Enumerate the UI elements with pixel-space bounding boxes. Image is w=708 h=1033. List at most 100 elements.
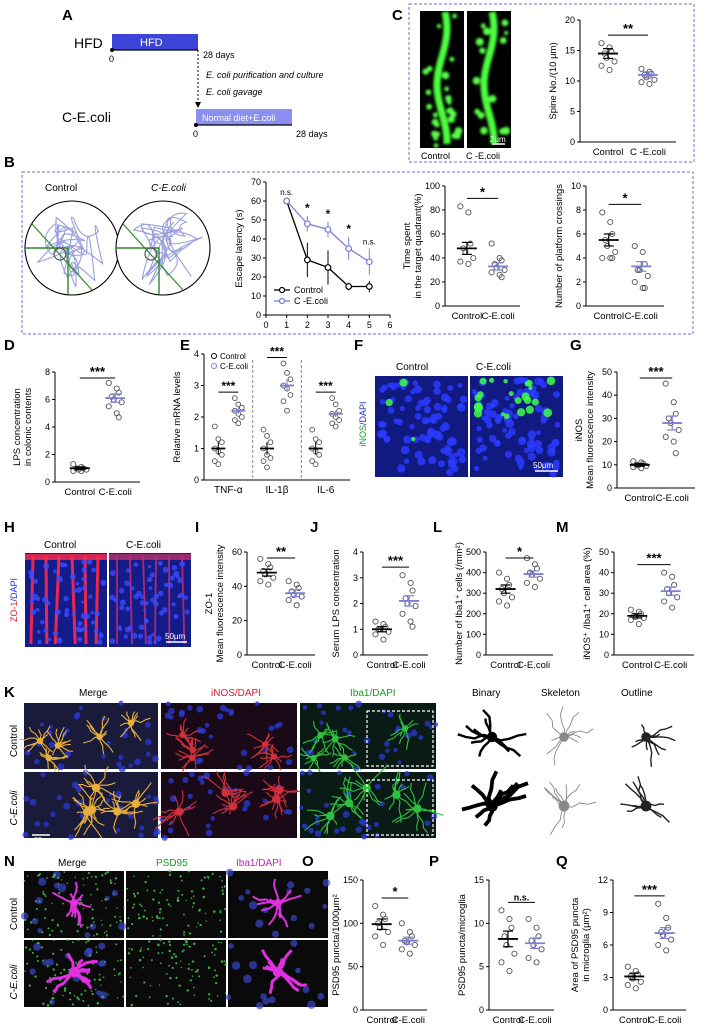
data-point [285, 578, 292, 585]
psd95-puncta [199, 908, 201, 911]
nucleus [383, 436, 390, 443]
psd95-puncta [148, 940, 151, 943]
psd95-puncta [213, 954, 216, 956]
nucleus [451, 465, 459, 473]
psd95-puncta [189, 945, 192, 948]
nucleus [179, 709, 186, 716]
inos-signal [503, 413, 510, 420]
y-tick-label: 20 [430, 277, 440, 287]
psd95-puncta [210, 999, 213, 1002]
h-ylabel-zo1: ZO-1/DAPI [9, 578, 19, 622]
nucleus [30, 609, 37, 615]
data-point [495, 598, 503, 605]
nucleus [441, 405, 448, 411]
psd95-puncta [66, 939, 69, 941]
significance-label: n.s. [514, 892, 530, 902]
cell-process [553, 736, 565, 766]
psd95-puncta [50, 1001, 53, 1003]
psd95-puncta [138, 916, 141, 920]
image-label-control: Control [421, 151, 450, 161]
y-tick-label: 200 [466, 609, 481, 619]
nucleus [417, 457, 426, 466]
nucleus [125, 606, 131, 612]
psd95-puncta [159, 891, 162, 894]
psd95-puncta [188, 932, 192, 935]
psd95-puncta [168, 940, 171, 943]
y-tick-label: 1 [194, 444, 199, 454]
data-point [211, 458, 218, 464]
nucleus [243, 974, 252, 984]
x-tick-label: C-E.coli [392, 1015, 425, 1026]
nucleus [76, 586, 83, 593]
inos-signal [473, 409, 483, 418]
psd95-puncta [149, 984, 152, 987]
f-title-cecoli: C-E.coli [476, 362, 511, 373]
panel-label-a: A [62, 7, 73, 24]
scale-label-n: 20μm [80, 1015, 101, 1024]
maze-title-cecoli: C-E.coli [151, 183, 187, 194]
nucleus [290, 939, 298, 947]
nucleus [358, 818, 365, 825]
psd95-puncta [53, 873, 56, 877]
psd95-puncta [71, 1003, 74, 1006]
psd95-puncta [91, 992, 94, 996]
nucleus [387, 382, 393, 388]
maze-title-control: Control [45, 183, 77, 194]
series-point [303, 220, 311, 228]
significance-label: *** [642, 882, 658, 897]
nucleus [207, 789, 213, 795]
nucleus [447, 437, 457, 446]
nucleus [342, 727, 348, 733]
timeline-days-2: 28 days [296, 129, 328, 139]
psd95-puncta [90, 903, 92, 906]
panel-label-l: L [433, 519, 442, 536]
x-tick-label: 1 [284, 320, 289, 330]
dendrite-spine [436, 23, 442, 29]
nucleus [36, 629, 41, 634]
nucleus [316, 702, 323, 709]
psd95-puncta [34, 900, 37, 903]
psd95-puncta [87, 939, 90, 942]
nucleus [145, 751, 151, 757]
nucleus [171, 565, 178, 571]
nucleus [424, 720, 431, 727]
chart-escape-latency: 0 10 20 30 40 50 60 70 Escape latency (s) 0 1 2 3 4 5 6… [234, 177, 393, 330]
nucleus [146, 794, 152, 800]
inos-signal [489, 377, 495, 383]
scale-label-h: 50μm [165, 632, 186, 641]
psd95-puncta [122, 995, 125, 998]
psd95-puncta [55, 963, 59, 966]
chart-i: 0 20 40 60 ZO-1 Mean fluorescence intensity Co… [204, 544, 315, 671]
nucleus [42, 959, 49, 966]
nucleus [551, 438, 560, 447]
psd95-puncta [105, 907, 107, 909]
psd95-puncta [131, 922, 134, 926]
inos-signal [500, 412, 505, 417]
data-point [670, 438, 677, 445]
nucleus [404, 770, 410, 776]
panel-label-i: I [195, 519, 199, 536]
psd95-puncta [147, 948, 150, 951]
data-point [624, 982, 631, 989]
psd95-puncta [188, 963, 190, 966]
psd95-puncta [52, 875, 55, 879]
nucleus [355, 700, 363, 708]
data-point [260, 458, 267, 464]
cell-process [366, 764, 389, 789]
data-point [280, 398, 287, 405]
psd95-puncta [168, 869, 172, 873]
nucleus [319, 720, 324, 725]
data-point [668, 936, 675, 943]
nucleus [31, 597, 35, 602]
psd95-puncta [173, 953, 176, 956]
data-point [309, 426, 316, 433]
nucleus [94, 610, 100, 617]
nucleus [337, 770, 342, 776]
nucleus [38, 877, 47, 886]
nucleus [79, 628, 84, 633]
cell-process [304, 815, 331, 831]
nucleus [81, 585, 87, 591]
nucleus [116, 827, 121, 833]
y-tick-label: 50 [348, 962, 358, 972]
psd95-puncta [98, 978, 102, 982]
